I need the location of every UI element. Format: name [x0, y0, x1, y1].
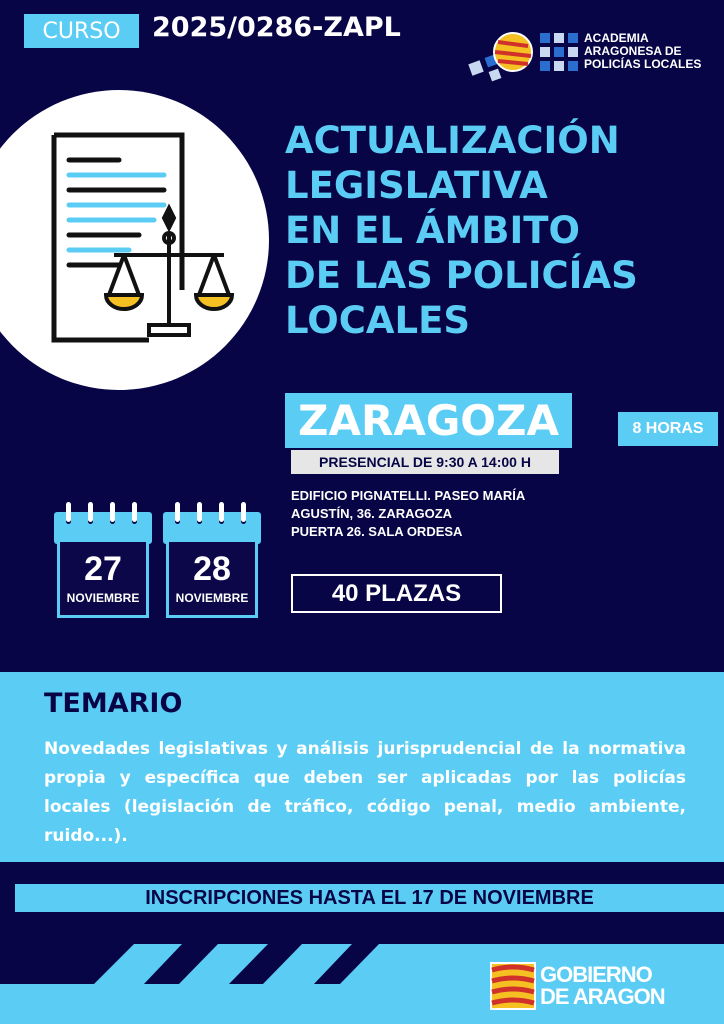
academia-logo-line: ACADEMIA [584, 31, 649, 45]
academia-logo: ACADEMIA ARAGONESA DE POLICÍAS LOCALES [468, 30, 718, 87]
temario-text: Novedades legislativas y análisis jurisp… [44, 739, 686, 846]
title-line: EN EL ÁMBITO [285, 209, 580, 252]
legal-document-scales-icon [51, 132, 235, 343]
temario-section [0, 672, 724, 862]
seats-box: 40 PLAZAS [291, 574, 502, 613]
date-month: NOVIEMBRE [175, 591, 249, 605]
course-title: ACTUALIZACIÓN LEGISLATIVA EN EL ÁMBITO D… [285, 118, 638, 343]
address-line: AGUSTÍN, 36. ZARAGOZA [291, 506, 453, 521]
academia-logo-line: POLICÍAS LOCALES [584, 57, 702, 71]
course-badge: CURSO [24, 14, 139, 48]
calendar-date-2: 28 NOVIEMBRE [163, 500, 261, 618]
registration-deadline: INSCRIPCIONES HASTA EL 17 DE NOVIEMBRE [15, 884, 724, 912]
city-label: ZARAGOZA [285, 393, 572, 448]
title-line: LEGISLATIVA [285, 164, 548, 207]
address-line: EDIFICIO PIGNATELLI. PASEO MARÍA [291, 488, 526, 503]
date-day: 27 [84, 550, 122, 588]
academia-logo-line: ARAGONESA DE [584, 44, 682, 58]
gobierno-aragon-logo: GOBIERNO DE ARAGON [490, 962, 666, 1010]
gobierno-logo-line: DE ARAGON [540, 984, 666, 1009]
date-month: NOVIEMBRE [66, 591, 140, 605]
address-line: PUERTA 26. SALA ORDESA [291, 524, 463, 539]
hours-badge: 8 HORAS [618, 412, 718, 446]
title-line: DE LAS POLICÍAS [285, 254, 638, 297]
course-code: 2025/0286-ZAPL [152, 12, 401, 43]
date-day: 28 [193, 550, 231, 588]
calendar-date-1: 27 NOVIEMBRE [54, 500, 152, 618]
address: EDIFICIO PIGNATELLI. PASEO MARÍA AGUSTÍN… [291, 487, 525, 541]
illustration-circle [0, 90, 269, 390]
schedule-label: PRESENCIAL DE 9:30 A 14:00 H [291, 450, 559, 474]
title-line: ACTUALIZACIÓN [285, 119, 620, 162]
aragon-flag-icon [490, 962, 536, 1010]
temario-heading: TEMARIO [44, 688, 183, 719]
decorative-stripes [0, 944, 724, 1024]
title-line: LOCALES [285, 299, 470, 342]
gobierno-logo-line: GOBIERNO [540, 962, 653, 987]
